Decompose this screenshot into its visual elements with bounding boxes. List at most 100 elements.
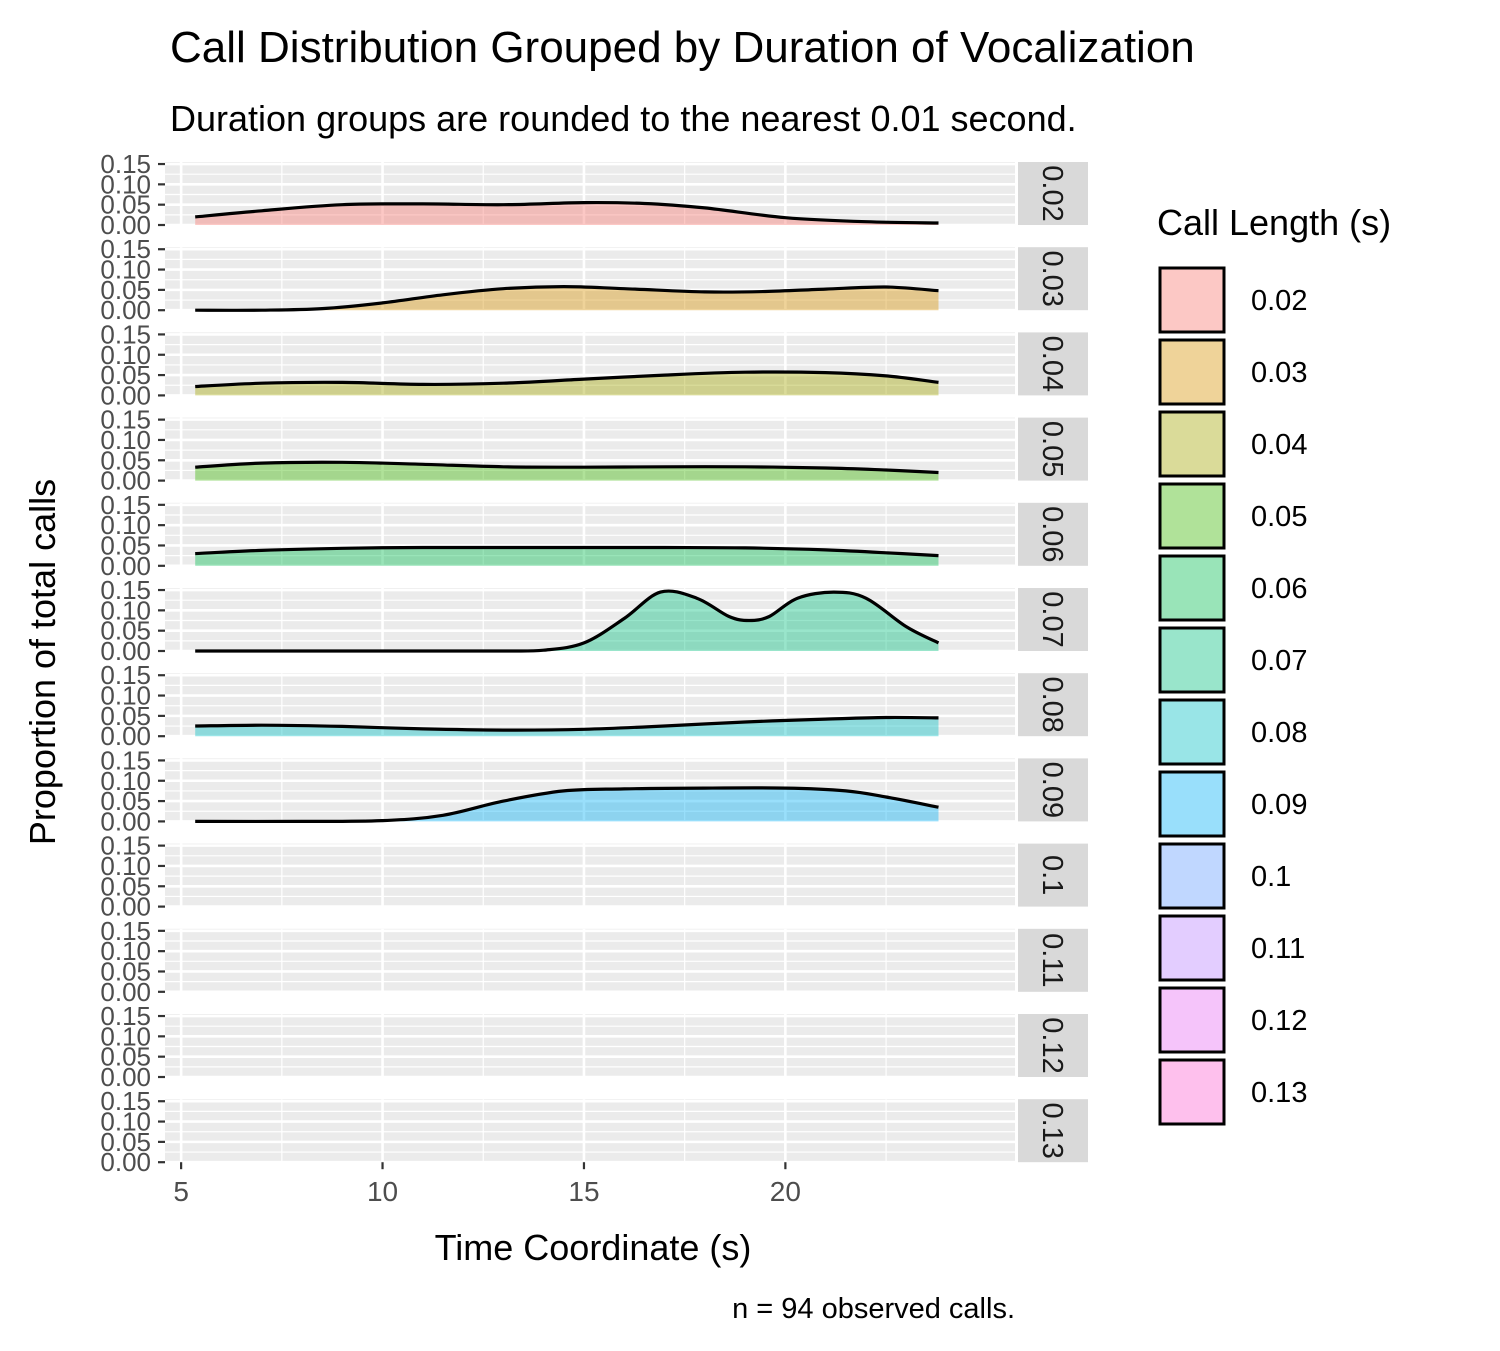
- legend-label: 0.1: [1251, 861, 1291, 893]
- facet-strip-label: 0.08: [1036, 676, 1068, 732]
- legend-label: 0.09: [1251, 789, 1307, 821]
- legend-swatch: [1158, 338, 1226, 406]
- facet-strip: [1018, 417, 1088, 481]
- legend-swatch: [1158, 1058, 1226, 1126]
- density-area: [195, 547, 939, 566]
- facet-strip: [1018, 162, 1088, 225]
- panel-background: [165, 1099, 1015, 1163]
- legend-item: 0.08: [1158, 698, 1307, 766]
- y-tick-label: 0.10: [100, 851, 151, 881]
- facet-panels: 0.000.050.100.150.020.000.050.100.150.03…: [100, 149, 1088, 1177]
- y-tick-label: 0.15: [100, 490, 151, 520]
- legend-key-background: [1159, 411, 1225, 477]
- legend-item: 0.11: [1158, 914, 1305, 982]
- facet-strip-label: 0.05: [1036, 421, 1068, 477]
- facet-strip: [1018, 332, 1088, 396]
- y-tick-label: 0.00: [100, 806, 151, 836]
- density-area: [195, 202, 939, 225]
- legend-swatch: [1158, 842, 1226, 910]
- y-tick-label: 0.05: [100, 701, 151, 731]
- legend-label: 0.02: [1251, 285, 1307, 317]
- legend-swatch: [1158, 266, 1226, 334]
- facet-strip-label: 0.1: [1036, 855, 1068, 895]
- legend-key-background: [1159, 1059, 1225, 1125]
- legend-item: 0.05: [1158, 482, 1307, 550]
- facet-panel: 0.000.050.100.15 0.03: [100, 234, 1088, 325]
- y-tick-label: 0.10: [100, 681, 151, 711]
- y-tick-label: 0.10: [100, 766, 151, 796]
- legend-item: 0.06: [1158, 554, 1307, 622]
- legend-key-background: [1159, 267, 1225, 333]
- legend-item: 0.04: [1158, 410, 1307, 478]
- density-area: [195, 591, 939, 652]
- legend-key-background: [1159, 627, 1225, 693]
- legend-swatch: [1158, 410, 1226, 478]
- legend-label: 0.05: [1251, 501, 1307, 533]
- legend-item: 0.03: [1158, 338, 1307, 406]
- y-tick-label: 0.10: [100, 255, 151, 285]
- facet-strip-label: 0.03: [1036, 250, 1068, 306]
- legend-label: 0.06: [1251, 573, 1307, 605]
- y-tick-label: 0.15: [100, 234, 151, 264]
- facet-strip-label: 0.04: [1036, 336, 1068, 392]
- facet-strip-label: 0.12: [1036, 1017, 1068, 1073]
- y-tick-label: 0.00: [100, 636, 151, 666]
- facet-panel: 0.000.050.100.15 0.12: [100, 1001, 1088, 1092]
- facet-strip: [1018, 247, 1088, 311]
- y-tick-label: 0.10: [100, 936, 151, 966]
- y-tick-label: 0.05: [100, 871, 151, 901]
- legend-item: 0.12: [1158, 986, 1307, 1054]
- legend-label: 0.03: [1251, 357, 1307, 389]
- density-line: [195, 284, 939, 312]
- legend-label: 0.04: [1251, 429, 1307, 461]
- y-tick-label: 0.00: [100, 892, 151, 922]
- facet-panel: 0.000.050.100.15 0.13: [100, 1086, 1088, 1177]
- y-tick-label: 0.10: [100, 595, 151, 625]
- facet-panel: 0.000.050.100.150.05: [100, 405, 1088, 496]
- legend-item: 0.13: [1158, 1058, 1307, 1126]
- facet-strip-label: 0.11: [1036, 933, 1068, 987]
- facet-panel: 0.000.050.100.15 0.11: [100, 916, 1088, 1007]
- facet-panel: 0.000.050.100.15 0.02: [100, 149, 1088, 240]
- legend-key-background: [1159, 915, 1225, 981]
- facet-strip: [1018, 928, 1088, 992]
- density-line: [195, 589, 940, 653]
- chart-subtitle: Duration groups are rounded to the neare…: [170, 98, 1077, 139]
- y-tick-label: 0.00: [100, 1147, 151, 1177]
- legend-swatch: [1158, 986, 1226, 1054]
- density-line: [195, 715, 939, 732]
- y-tick-label: 0.05: [100, 360, 151, 390]
- y-tick-label: 0.00: [100, 466, 151, 496]
- facet-strip: [1018, 1099, 1088, 1163]
- y-tick-label: 0.05: [100, 190, 151, 220]
- y-tick-label: 0.00: [100, 721, 151, 751]
- panel-background: [165, 1014, 1015, 1077]
- y-tick-label: 0.15: [100, 745, 151, 775]
- x-axis-label: Time Coordinate (s): [435, 1227, 752, 1268]
- facet-strip-label: 0.06: [1036, 506, 1068, 562]
- legend-swatch: [1158, 482, 1226, 550]
- density-area: [195, 371, 939, 396]
- x-tick-label: 15: [568, 1176, 599, 1207]
- facet-strip-label: 0.09: [1036, 762, 1068, 818]
- y-tick-label: 0.00: [100, 380, 151, 410]
- y-tick-label: 0.15: [100, 575, 151, 605]
- x-tick-label: 10: [367, 1176, 398, 1207]
- facet-strip: [1018, 1014, 1088, 1077]
- y-tick-label: 0.00: [100, 1062, 151, 1092]
- y-tick-label: 0.05: [100, 275, 151, 305]
- density-area: [195, 787, 939, 822]
- legend-swatch: [1158, 698, 1226, 766]
- y-tick-label: 0.00: [100, 210, 151, 240]
- density-line: [195, 460, 939, 475]
- density-line: [195, 200, 939, 225]
- y-tick-label: 0.05: [100, 1127, 151, 1157]
- facet-strip: [1018, 588, 1088, 651]
- y-tick-label: 0.00: [100, 977, 151, 1007]
- y-tick-label: 0.00: [100, 295, 151, 325]
- y-tick-label: 0.05: [100, 1042, 151, 1072]
- legend-title: Call Length (s): [1157, 202, 1391, 243]
- legend-label: 0.11: [1251, 933, 1305, 965]
- x-axis: 5 10 15 20: [173, 1162, 801, 1207]
